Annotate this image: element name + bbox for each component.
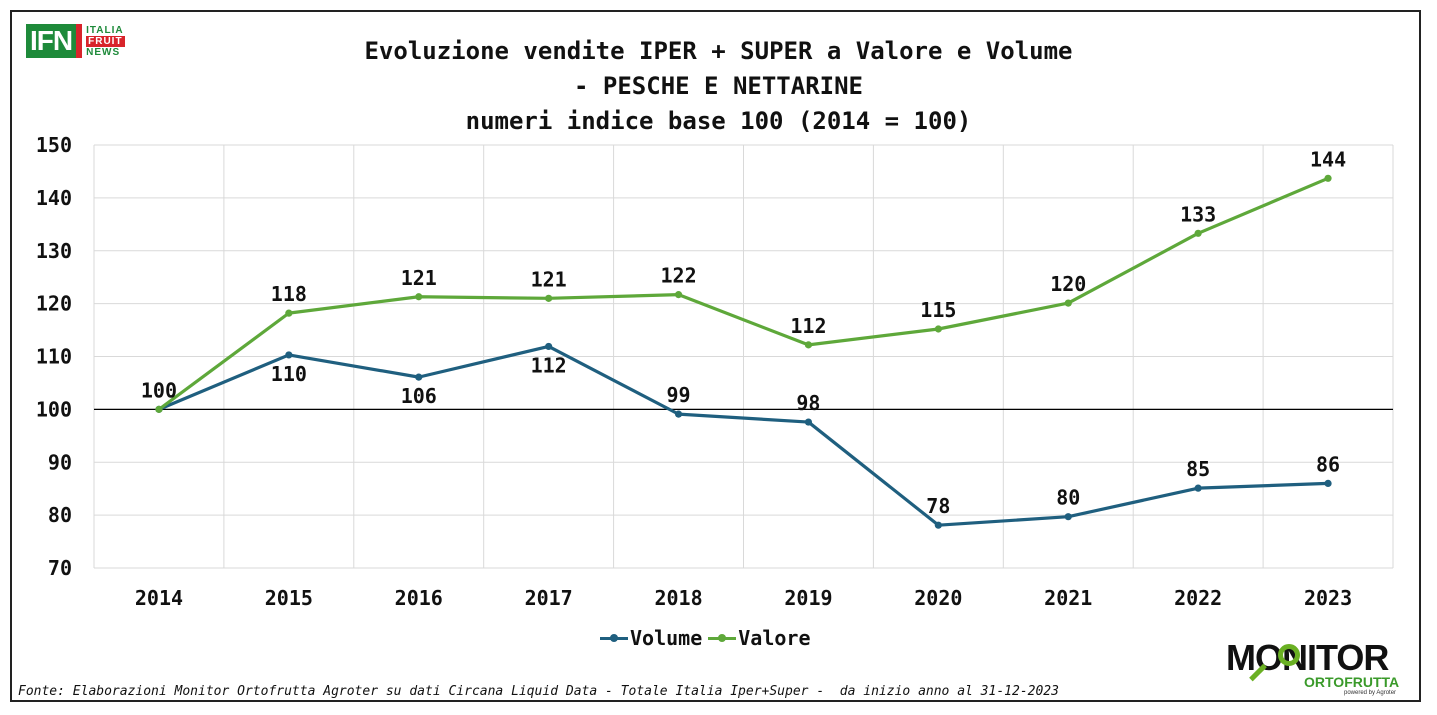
data-label-valore: 144: [1310, 147, 1346, 171]
data-point-valore: [674, 291, 683, 299]
data-label-valore: 112: [790, 314, 826, 338]
data-point-volume: [415, 373, 423, 381]
data-label-valore: 133: [1180, 202, 1216, 226]
data-label-volume: 86: [1316, 452, 1340, 476]
ifn-logo: IFN ITALIA FRUIT NEWS: [26, 24, 125, 58]
monitor-ortofrutta-logo: MONITOR ORTOFRUTTA powered by Agroter: [1226, 637, 1416, 697]
legend-swatch-valore: [708, 633, 737, 642]
monitor-logo-powered: powered by Agroter: [1344, 690, 1397, 696]
data-point-volume: [674, 410, 683, 418]
data-label-valore: 121: [401, 266, 437, 290]
y-tick-label: 100: [36, 397, 72, 421]
chart-title-line2: - PESCHE E NETTARINE: [574, 72, 863, 100]
data-point-valore: [545, 294, 553, 302]
ifn-logo-mark: IFN: [26, 24, 83, 58]
legend-item-volume: Volume: [600, 626, 702, 650]
data-label-volume: 78: [926, 494, 950, 518]
data-label-volume: 110: [271, 362, 307, 386]
data-point-volume: [285, 351, 293, 359]
data-point-volume: [804, 418, 813, 426]
source-note: Fonte: Elaborazioni Monitor Ortofrutta A…: [18, 684, 1059, 699]
legend-item-valore: Valore: [708, 626, 811, 650]
data-point-volume: [934, 521, 942, 529]
x-tick-label: 2023: [1304, 586, 1352, 610]
legend-label-valore: Valore: [738, 626, 811, 650]
monitor-logo-text: MONITOR: [1226, 637, 1389, 678]
data-point-volume: [545, 342, 553, 351]
y-tick-label: 80: [48, 503, 72, 527]
x-tick-label: 2015: [265, 586, 313, 610]
legend-swatch-volume: [600, 633, 628, 642]
x-tick-label: 2020: [914, 586, 962, 610]
data-point-valore: [285, 309, 293, 317]
data-label-valore: 122: [660, 264, 696, 288]
data-label-volume: 112: [531, 353, 567, 377]
series-line-valore: [157, 176, 1329, 411]
data-label-volume: 80: [1056, 486, 1080, 510]
data-label-valore: 100: [141, 378, 177, 402]
data-label-valore: 115: [920, 298, 956, 322]
y-tick-label: 150: [36, 133, 72, 157]
data-point-valore: [1324, 174, 1332, 182]
data-point-volume: [1064, 513, 1072, 521]
x-tick-label: 2017: [525, 586, 573, 610]
x-tick-label: 2016: [395, 586, 443, 610]
monitor-logo-subtext: ORTOFRUTTA: [1304, 674, 1400, 690]
ifn-logo-text: ITALIA FRUIT NEWS: [86, 24, 125, 58]
data-point-valore: [1064, 299, 1072, 307]
series-line-volume: [158, 344, 1329, 527]
data-label-volume: 98: [796, 391, 820, 415]
ifn-logo-line1: ITALIA: [86, 24, 124, 36]
chart-title-line3: numeri indice base 100 (2014 = 100): [465, 107, 972, 135]
x-tick-label: 2014: [135, 586, 183, 610]
magnifier-icon: [1278, 644, 1300, 666]
legend-label-volume: Volume: [630, 626, 703, 650]
data-point-valore: [804, 341, 813, 349]
data-point-volume: [1194, 484, 1202, 492]
data-label-volume: 106: [401, 384, 437, 408]
data-point-valore: [1194, 229, 1202, 237]
data-point-valore: [934, 325, 942, 333]
y-tick-label: 110: [36, 345, 72, 369]
x-tick-label: 2019: [784, 586, 832, 610]
chart-legend: Volume Valore: [600, 626, 817, 650]
chart-title: Evoluzione vendite IPER + SUPER a Valore…: [0, 34, 1437, 139]
y-tick-label: 70: [48, 556, 72, 580]
y-tick-label: 140: [36, 186, 72, 210]
y-tick-label: 130: [36, 239, 72, 263]
data-label-volume: 99: [667, 383, 691, 407]
x-tick-label: 2018: [654, 586, 702, 610]
y-tick-label: 90: [48, 450, 72, 474]
data-label-valore: 121: [531, 267, 567, 291]
data-label-valore: 118: [271, 282, 307, 306]
ifn-logo-line3: NEWS: [86, 46, 121, 58]
chart-title-line1: Evoluzione vendite IPER + SUPER a Valore…: [364, 37, 1073, 65]
data-point-volume: [1324, 479, 1332, 487]
x-tick-label: 2021: [1044, 586, 1092, 610]
data-point-valore: [415, 293, 423, 301]
data-point-valore: [155, 405, 163, 413]
data-label-volume: 85: [1186, 457, 1210, 481]
x-tick-label: 2022: [1174, 586, 1222, 610]
data-label-valore: 120: [1050, 272, 1086, 296]
ifn-logo-line2: FRUIT: [86, 35, 125, 47]
y-tick-label: 120: [36, 292, 72, 316]
